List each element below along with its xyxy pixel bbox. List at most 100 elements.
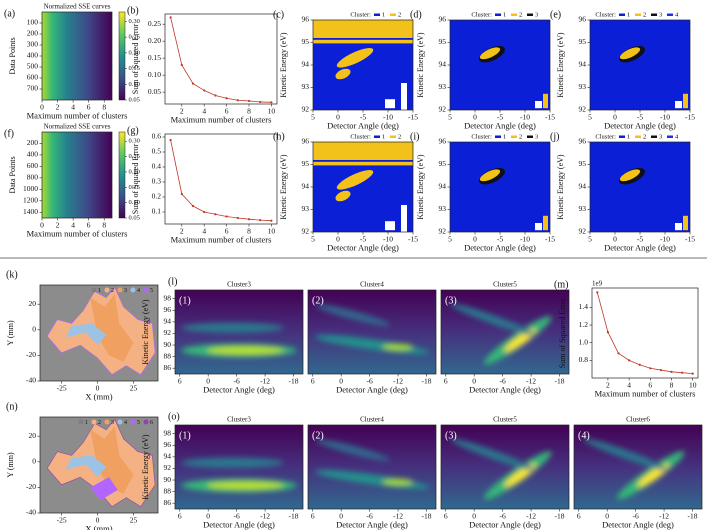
x-tick-label: 5 (588, 113, 592, 122)
x-tick-label: -5 (497, 113, 503, 122)
y-tick-label: 94 (439, 60, 447, 69)
spectrum-features (181, 457, 297, 493)
cluster-region (336, 170, 374, 190)
sse-point (225, 97, 228, 100)
legend-marker (117, 419, 123, 425)
sse-point (236, 216, 239, 220)
x-tick-label: -6 (234, 377, 240, 386)
y-tick-label: 0.05 (148, 87, 161, 96)
x-tick-label: 0 (473, 235, 477, 244)
legend-label: 2 (398, 133, 401, 140)
y-tick-label: 20 (29, 431, 37, 440)
y-tick-label: 94 (439, 182, 447, 191)
y-tick-label: 0.2 (152, 192, 162, 201)
plot-frame (307, 289, 437, 375)
x-tick-label: 6 (311, 512, 315, 521)
sse-line (170, 139, 272, 222)
x-axis-label: Maximum number of clusters (27, 228, 128, 238)
spectrum-band (450, 438, 535, 471)
legend-swatch (651, 135, 657, 138)
x-tick-label: -25 (57, 384, 67, 393)
cluster-region (313, 142, 413, 160)
x-tick-label: -18 (422, 377, 432, 386)
y-tick-label: 92 (164, 328, 172, 337)
y-tick-label: 92 (302, 105, 310, 114)
y-tick-label: 96 (164, 305, 172, 314)
sse-point (596, 291, 599, 294)
x-tick-label: 0 (339, 512, 343, 521)
legend-title: Cluster: (471, 133, 492, 140)
x-tick-label: 0 (206, 377, 210, 386)
plot-frame (307, 424, 437, 510)
plot-frame (591, 287, 699, 379)
x-tick-label: 8 (247, 107, 251, 116)
x-tick-label: -12 (260, 512, 270, 521)
legend-swatch (495, 135, 501, 138)
cluster-region (535, 101, 542, 109)
colorbar-tick-label: 0.15 (129, 65, 140, 72)
legend-marker (143, 419, 149, 425)
x-tick-label: 6 (87, 221, 91, 230)
x-axis-label: Maximum number of clusters (171, 234, 272, 244)
x-tick-label: -15 (408, 235, 418, 244)
colorbar-tick-label: 0.20 (129, 49, 140, 56)
spectrum-band (315, 304, 390, 326)
cluster-image (450, 142, 550, 232)
sse-point (180, 192, 183, 196)
spectrum-features (583, 438, 685, 500)
x-tick-label: -12 (393, 377, 403, 386)
legend-label: 2 (111, 288, 114, 294)
x-tick-label: -18 (289, 377, 299, 386)
panel-label: (c) (273, 9, 284, 20)
plot-frame (440, 289, 570, 375)
y-axis-label: Sum of Squared Error (558, 297, 567, 368)
y-tick-label: 0.10 (148, 70, 161, 79)
x-tick-label: -10 (383, 113, 393, 122)
x-tick-label: 0 (96, 384, 100, 393)
sse-point (670, 370, 673, 373)
legend-title: Cluster: (595, 133, 616, 140)
y-tick-label: 88 (164, 351, 172, 360)
x-axis-label: Detector Angle (deg) (469, 519, 541, 529)
legend-title: Cluster: (471, 11, 492, 18)
x-tick-label: -15 (685, 113, 695, 122)
y-tick-label: -40 (26, 376, 36, 385)
x-tick-label: -12 (659, 512, 669, 521)
legend-label: 4 (675, 133, 679, 140)
cluster-region (683, 93, 688, 109)
x-tick-label: -10 (520, 113, 530, 122)
legend-label: 1 (627, 133, 630, 140)
subplot-label: (3) (445, 295, 457, 306)
sse-line (596, 292, 693, 374)
y-tick-label: 95 (302, 159, 310, 168)
spectrum-image (308, 290, 436, 374)
y-axis-label: Y (mm) (6, 452, 15, 478)
panel-label: (d) (410, 9, 422, 20)
colorbar-tick-label: 0.10 (129, 199, 140, 206)
subplot-label: (4) (578, 430, 590, 441)
legend-swatch (511, 13, 517, 16)
sse-point (638, 363, 641, 366)
x-axis-label: Detector Angle (deg) (203, 384, 275, 394)
y-tick-label: 95 (302, 37, 310, 46)
legend-label: 1 (503, 133, 506, 140)
colorbar-tick-label: 0.25 (129, 153, 140, 160)
x-tick-label: 2 (56, 103, 60, 112)
sse-point (681, 371, 684, 374)
x-tick-label: -18 (688, 512, 698, 521)
y-tick-label: 400 (27, 51, 39, 60)
spectrum-band (315, 439, 390, 461)
cluster-region (335, 68, 351, 80)
x-tick-label: -15 (408, 113, 418, 122)
legend-swatch (635, 135, 641, 138)
x-tick-label: 8 (670, 381, 674, 390)
legend-swatch (495, 13, 501, 16)
colorbar-tick-label: 0.05 (129, 214, 140, 221)
x-tick-label: -5 (360, 113, 366, 122)
legend-label: 3 (659, 133, 662, 140)
y-tick-label: 95 (579, 159, 587, 168)
sse-point (270, 101, 273, 104)
legend-swatch (651, 13, 657, 16)
y-tick-label: 93 (579, 82, 587, 91)
